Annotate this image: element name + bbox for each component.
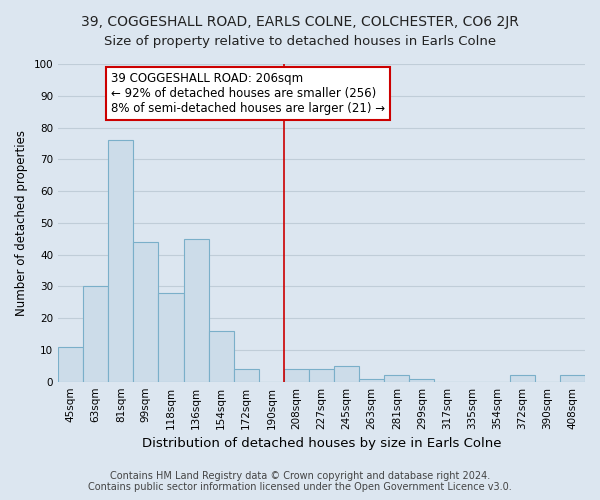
Bar (184, 238, 209, 382)
Bar (158, 292, 184, 382)
Bar (309, 369, 334, 382)
Text: Contains HM Land Registry data © Crown copyright and database right 2024.
Contai: Contains HM Land Registry data © Crown c… (88, 471, 512, 492)
Bar (133, 242, 158, 382)
Bar (334, 366, 359, 382)
Bar (209, 331, 233, 382)
Bar (233, 369, 259, 382)
Bar (510, 376, 535, 382)
Bar (359, 378, 384, 382)
Bar (284, 369, 309, 382)
Bar (83, 286, 108, 382)
X-axis label: Distribution of detached houses by size in Earls Colne: Distribution of detached houses by size … (142, 437, 501, 450)
Bar (384, 376, 409, 382)
Text: Size of property relative to detached houses in Earls Colne: Size of property relative to detached ho… (104, 35, 496, 48)
Text: 39 COGGESHALL ROAD: 206sqm
← 92% of detached houses are smaller (256)
8% of semi: 39 COGGESHALL ROAD: 206sqm ← 92% of deta… (111, 72, 385, 115)
Y-axis label: Number of detached properties: Number of detached properties (15, 130, 28, 316)
Text: 39, COGGESHALL ROAD, EARLS COLNE, COLCHESTER, CO6 2JR: 39, COGGESHALL ROAD, EARLS COLNE, COLCHE… (81, 15, 519, 29)
Bar (58, 346, 83, 382)
Bar (409, 378, 434, 382)
Bar (108, 140, 133, 382)
Bar (560, 376, 585, 382)
